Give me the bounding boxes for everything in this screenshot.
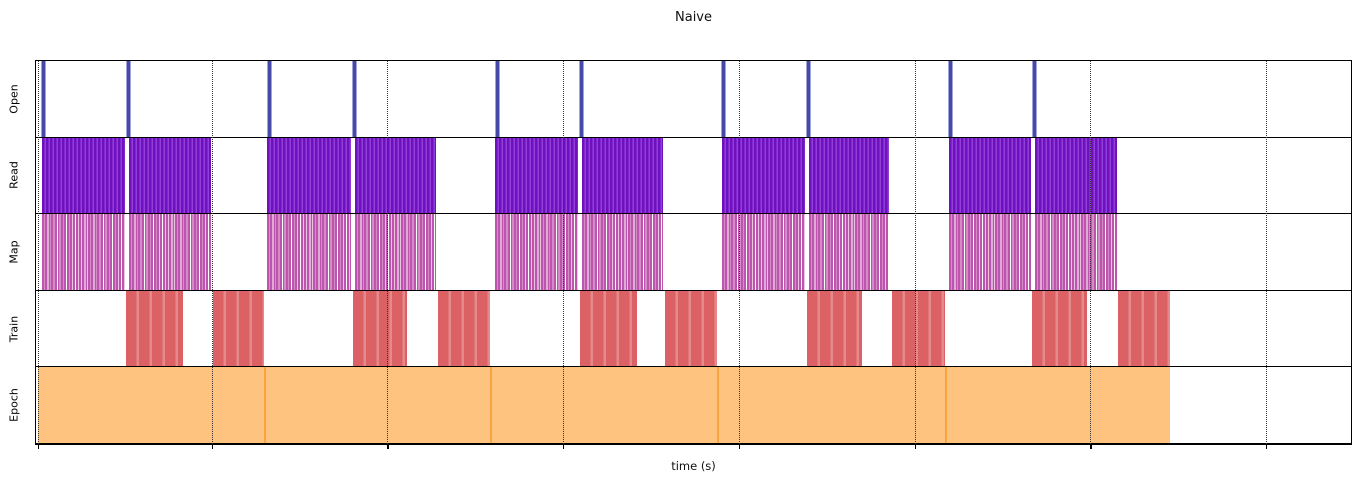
row-train: Train <box>8 290 1351 368</box>
read-block <box>808 137 889 214</box>
read-block <box>41 137 125 214</box>
train-block <box>352 290 408 367</box>
train-block <box>580 290 638 367</box>
map-block <box>721 214 805 290</box>
read-block <box>1035 137 1118 214</box>
train-block <box>806 290 862 367</box>
axis-tick <box>211 444 214 449</box>
epoch-block <box>716 367 945 443</box>
read-block <box>128 137 211 214</box>
row-read: Read <box>8 137 1351 215</box>
open-bar <box>947 61 953 137</box>
read-block <box>721 137 805 214</box>
epoch-block <box>37 367 264 443</box>
map-block <box>41 214 125 290</box>
read-block <box>495 137 579 214</box>
train-block <box>665 290 717 367</box>
open-bar <box>720 61 726 137</box>
gridline <box>563 61 565 444</box>
train-block <box>212 290 264 367</box>
read-block <box>948 137 1032 214</box>
open-bar <box>351 61 357 137</box>
open-bar <box>125 61 131 137</box>
epoch-block <box>944 367 1171 443</box>
open-bar <box>495 61 501 137</box>
gridline <box>1090 61 1092 444</box>
axis-tick <box>387 444 389 449</box>
train-block <box>125 290 183 367</box>
row-label-train: Train <box>7 315 21 342</box>
open-bar <box>266 61 272 137</box>
x-axis-label: time (s) <box>671 459 716 473</box>
epoch-divider <box>490 367 493 443</box>
map-block <box>266 214 351 290</box>
read-block <box>266 137 351 214</box>
epoch-block <box>490 367 717 443</box>
row-label-epoch: Epoch <box>7 388 21 423</box>
row-label-map: Map <box>7 240 21 264</box>
row-label-open: Open <box>7 84 21 114</box>
train-block <box>1032 290 1088 367</box>
axis-tick <box>738 444 741 449</box>
open-bar <box>40 61 46 137</box>
epoch-divider <box>716 367 719 443</box>
row-map: Map <box>8 214 1351 291</box>
chart-title: Naive <box>675 10 712 25</box>
map-block <box>495 214 579 290</box>
axis-tick <box>1266 444 1268 449</box>
map-block <box>128 214 211 290</box>
row-epoch: Epoch <box>8 367 1351 444</box>
epoch-divider <box>944 367 947 443</box>
plot-area: Open Read Map Train Epoch <box>8 60 1352 449</box>
gridline <box>387 61 389 444</box>
train-block <box>438 290 491 367</box>
map-block <box>582 214 664 290</box>
row-label-read: Read <box>7 161 21 190</box>
map-block <box>354 214 437 290</box>
read-block <box>582 137 664 214</box>
map-block <box>808 214 889 290</box>
epoch-divider <box>263 367 266 443</box>
gridline <box>914 61 916 444</box>
gridline <box>37 61 39 444</box>
axis-tick <box>1090 444 1092 449</box>
open-bar <box>805 61 811 137</box>
train-block <box>1118 290 1171 367</box>
map-block <box>948 214 1032 290</box>
train-block <box>891 290 945 367</box>
gridline <box>211 61 213 444</box>
axis-tick <box>37 444 40 449</box>
gridline <box>738 61 740 444</box>
axis-tick <box>563 444 565 449</box>
map-block <box>1035 214 1118 290</box>
open-bar <box>579 61 585 137</box>
axis-tick <box>914 444 916 449</box>
epoch-block <box>263 367 491 443</box>
gridline <box>1266 61 1268 444</box>
row-open: Open <box>8 61 1351 138</box>
open-bar <box>1032 61 1038 137</box>
read-block <box>354 137 437 214</box>
